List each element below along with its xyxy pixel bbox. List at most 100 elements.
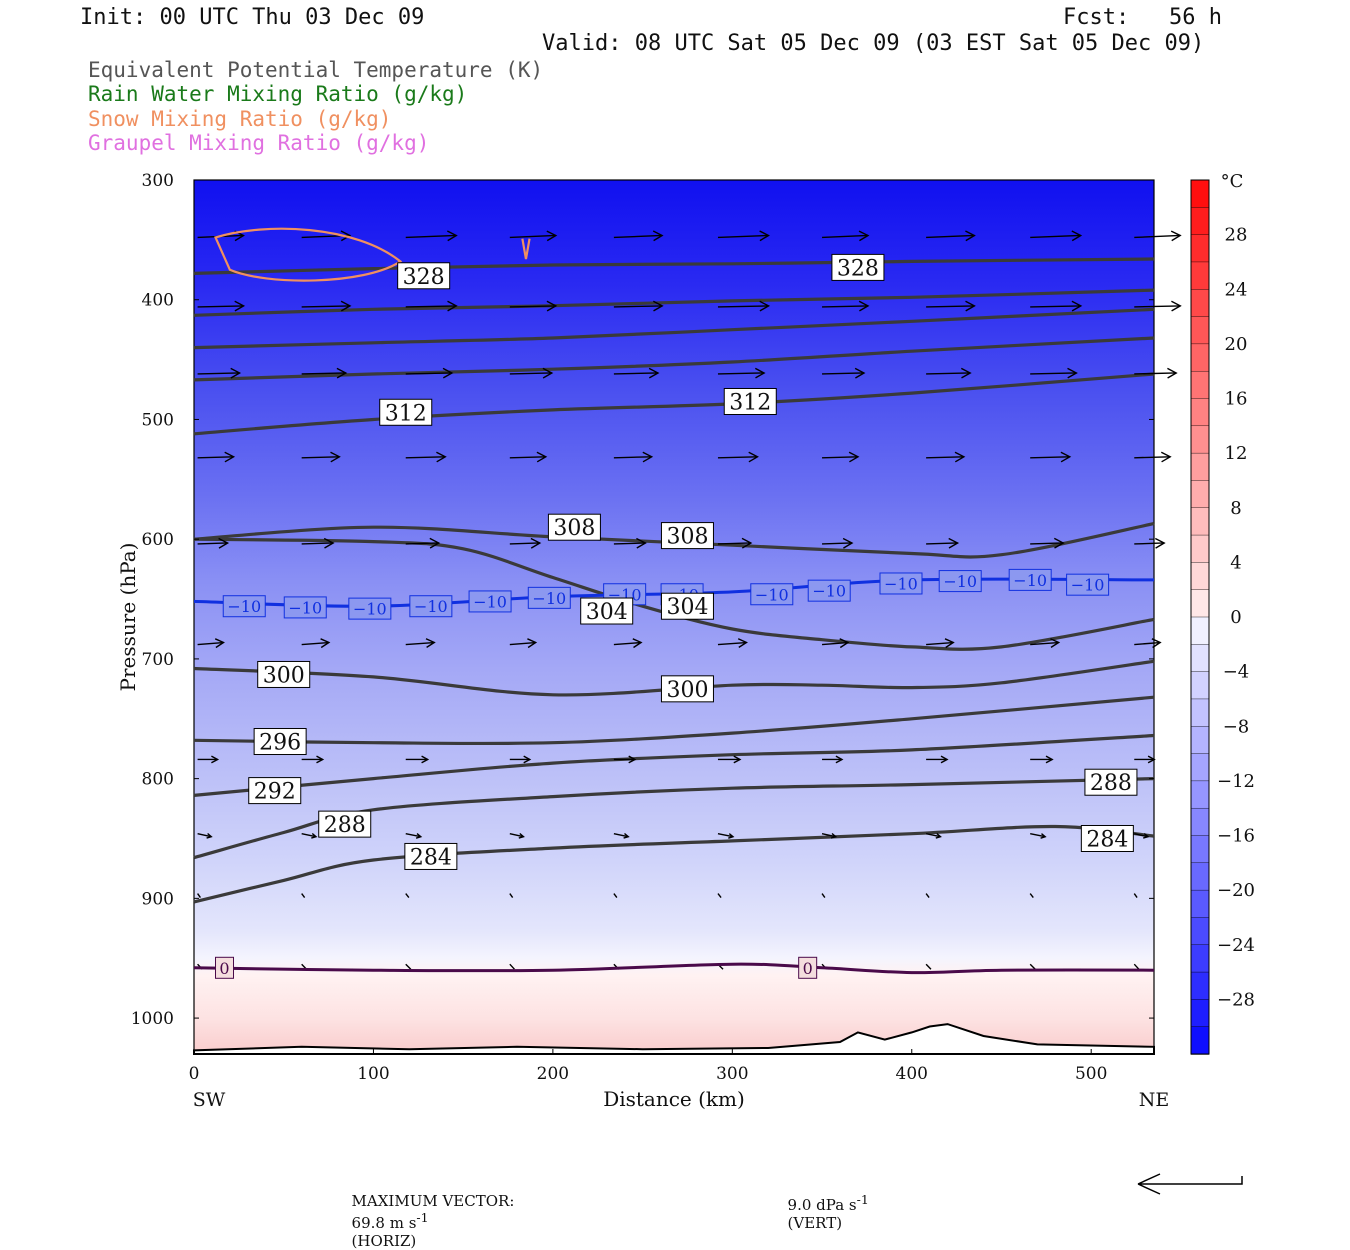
colorbar-band bbox=[1190, 917, 1210, 946]
wind-vector-head bbox=[421, 755, 430, 764]
colorbar-band bbox=[1190, 534, 1210, 564]
wind-vector-head bbox=[759, 300, 771, 312]
isotherm-label: −10 bbox=[943, 572, 977, 591]
contour-label: 284 bbox=[410, 845, 452, 870]
y-tick-label: 300 bbox=[142, 171, 174, 191]
wind-vector bbox=[1134, 542, 1165, 545]
wind-vector bbox=[821, 833, 836, 838]
wind-vector bbox=[197, 641, 224, 646]
wind-vector bbox=[1134, 305, 1181, 308]
wind-vector bbox=[717, 456, 758, 459]
wind-vector bbox=[197, 456, 234, 459]
x-end-label-sw: SW bbox=[193, 1089, 226, 1111]
wind-vector-head bbox=[442, 367, 454, 379]
wind-vector-head bbox=[728, 833, 735, 839]
wind-vector-head bbox=[948, 537, 960, 549]
wind-vector-head bbox=[1154, 537, 1166, 549]
wind-vector bbox=[1030, 234, 1081, 239]
wind-vector bbox=[301, 305, 350, 308]
wind-vector-head bbox=[642, 451, 654, 463]
wind-vector-head bbox=[429, 537, 441, 549]
colorbar-band bbox=[1190, 343, 1210, 372]
colorbar-band bbox=[1190, 425, 1210, 454]
max-vector-label: MAXIMUM VECTOR: bbox=[351, 1192, 515, 1210]
colorbar-tick-label: 12 bbox=[1225, 443, 1248, 464]
isotherm-label-box bbox=[750, 583, 794, 606]
colorbar-band bbox=[1190, 780, 1210, 809]
wind-vector-head bbox=[628, 755, 637, 764]
snow-contour bbox=[214, 227, 403, 282]
wind-vector-head bbox=[1160, 451, 1172, 463]
colorbar-tick-label: −24 bbox=[1217, 935, 1255, 956]
wind-vector bbox=[822, 234, 869, 239]
wind-vector-head bbox=[1071, 300, 1083, 312]
x-tick-label: 200 bbox=[537, 1064, 569, 1084]
wind-vector bbox=[405, 372, 452, 375]
wind-vector bbox=[926, 305, 975, 308]
isotherm-label-box bbox=[215, 956, 235, 979]
max-vector-horiz-unit: (HORIZ) bbox=[351, 1232, 417, 1250]
contour-label: 328 bbox=[837, 256, 879, 281]
wind-vector-head bbox=[415, 833, 423, 839]
wind-vector-head bbox=[1171, 300, 1182, 312]
wind-vector bbox=[405, 456, 446, 459]
x-tick-label: 300 bbox=[716, 1064, 748, 1084]
colorbar-tick-label: −4 bbox=[1223, 662, 1250, 683]
wind-vector bbox=[1030, 372, 1077, 375]
wind-vector bbox=[613, 542, 646, 545]
wind-vector-head bbox=[518, 832, 525, 839]
colorbar-band bbox=[1190, 835, 1210, 864]
colorbar-band bbox=[1190, 234, 1210, 263]
wind-vector-head bbox=[648, 367, 660, 379]
wind-vector bbox=[613, 234, 663, 239]
wind-vector bbox=[1134, 641, 1161, 646]
contour-label: 308 bbox=[666, 525, 708, 550]
wind-vector bbox=[717, 833, 734, 838]
wind-vector-head bbox=[636, 537, 647, 549]
wind-vector bbox=[509, 833, 524, 838]
contour-label: 296 bbox=[259, 731, 301, 756]
wind-vector-head bbox=[311, 832, 318, 839]
contour-label-box bbox=[1084, 768, 1138, 796]
isotherm-label-box bbox=[468, 590, 512, 613]
wind-vector bbox=[405, 641, 435, 646]
colorbar-band bbox=[1190, 398, 1210, 427]
wind-vector bbox=[405, 893, 410, 898]
contour-label-box bbox=[253, 728, 307, 756]
colorbar-band bbox=[1190, 452, 1210, 482]
cross-section-chart: −10−10−10−10−10−10−10−10−10−10−10−10−10−… bbox=[116, 171, 1255, 1195]
isotherm-label: −10 bbox=[1013, 571, 1047, 590]
wind-vector bbox=[822, 372, 865, 375]
wind-vector bbox=[509, 641, 536, 646]
colorbar-band bbox=[1190, 644, 1210, 673]
wind-vector-head bbox=[848, 451, 860, 463]
colorbar-band bbox=[1190, 807, 1210, 837]
wind-vector-head bbox=[234, 300, 246, 312]
wind-vector-head bbox=[858, 300, 870, 312]
contour-label: 284 bbox=[1086, 827, 1128, 852]
contour-label: 304 bbox=[586, 600, 628, 625]
colorbar-tick-label: 4 bbox=[1230, 552, 1241, 573]
theta-e-contour bbox=[193, 372, 1155, 436]
y-tick-label: 800 bbox=[142, 770, 174, 790]
wind-vector-head bbox=[206, 832, 213, 839]
x-tick-label: 400 bbox=[896, 1064, 928, 1084]
wind-vector bbox=[509, 542, 540, 545]
wind-vector-head bbox=[218, 537, 230, 549]
theta-e-contour bbox=[193, 307, 1155, 350]
wind-vector-head bbox=[330, 451, 341, 463]
x-end-label-ne: NE bbox=[1139, 1089, 1170, 1111]
isotherm-label-box bbox=[348, 597, 392, 620]
wind-vector bbox=[925, 963, 932, 970]
wind-vector-head bbox=[211, 755, 220, 764]
isotherm-label: −10 bbox=[812, 582, 846, 601]
isotherm-label-box bbox=[1066, 573, 1110, 596]
wind-vector bbox=[405, 963, 412, 970]
plot-frame bbox=[193, 179, 1155, 1055]
wind-vector-head bbox=[1151, 638, 1162, 649]
colorbar-tick-label: 20 bbox=[1225, 334, 1248, 355]
init-time: Init: 00 UTC Thu 03 Dec 09 bbox=[80, 5, 425, 30]
y-tick-label: 600 bbox=[142, 530, 174, 550]
max-vector-vert-caption: 9.0 dPa s-1 (VERT) bbox=[778, 1174, 869, 1232]
wind-vector bbox=[717, 234, 769, 239]
